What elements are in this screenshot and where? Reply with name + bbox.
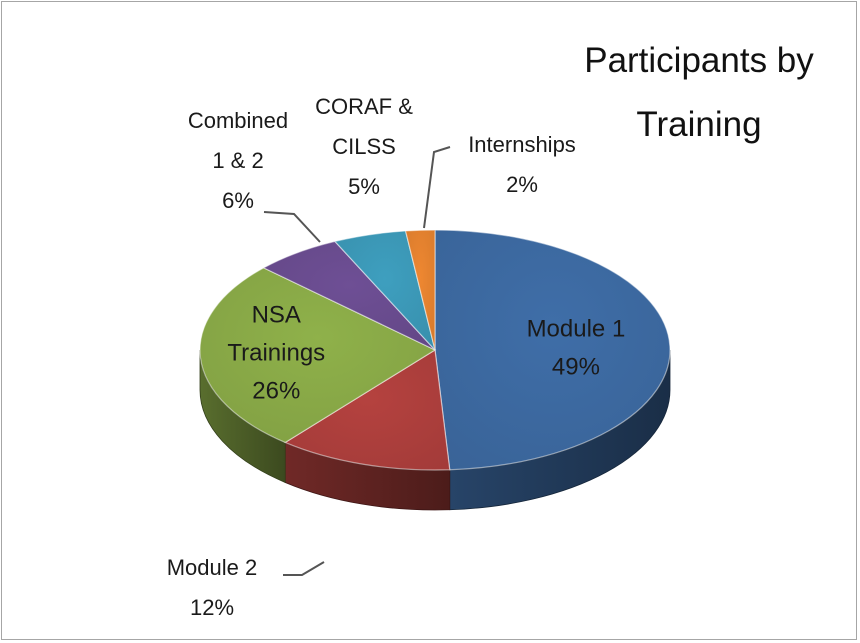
chart-title: Participants by Training: [584, 41, 814, 144]
slice-name-label: NSA: [252, 302, 301, 329]
pie-slice-6: [404, 229, 436, 351]
slice-label-6: Internships 2%: [468, 132, 576, 197]
slice-value-label: 5%: [348, 174, 380, 199]
chart-title-line-2: Training: [636, 105, 761, 144]
slice-name-label: Module 1: [527, 316, 626, 343]
slice-name-label: CILSS: [332, 134, 396, 159]
leader-lines: [263, 146, 451, 576]
slice-value-label: 12%: [190, 595, 234, 620]
slice-value-label: 26%: [252, 378, 300, 405]
slice-label-2: Module 2 12%: [167, 555, 258, 620]
slice-label-1: Module 1 49%: [527, 316, 626, 381]
pie-slice-3: [199, 267, 437, 444]
slice-name-label: Module 2: [167, 555, 258, 580]
slice-name-label: Trainings: [227, 340, 325, 367]
pie-side-walls: [199, 349, 671, 511]
leader-line-4: [263, 211, 321, 243]
leader-line-2: [283, 561, 325, 576]
slice-label-5: CORAF & CILSS 5%: [315, 94, 413, 199]
leader-line-6: [423, 146, 451, 229]
slice-name-label: CORAF &: [315, 94, 413, 119]
slice-value-label: 2%: [506, 172, 538, 197]
pie-slice-2: [283, 348, 451, 471]
pie-slice-1: [434, 229, 671, 471]
slice-labels: Module 1 49% Module 2 12% NSA Trainings 26% Com…: [167, 94, 626, 620]
slice-name-label: 1 & 2: [212, 148, 263, 173]
slice-value-label: 6%: [222, 188, 254, 213]
slice-name-label: Internships: [468, 132, 576, 157]
slice-label-3: NSA Trainings 26%: [227, 302, 325, 405]
slice-name-label: Combined: [188, 108, 288, 133]
pie-top-faces: [199, 229, 671, 471]
slice-value-label: 49%: [552, 354, 600, 381]
slice-label-4: Combined 1 & 2 6%: [188, 108, 288, 213]
chart-title-line-1: Participants by: [584, 41, 814, 80]
